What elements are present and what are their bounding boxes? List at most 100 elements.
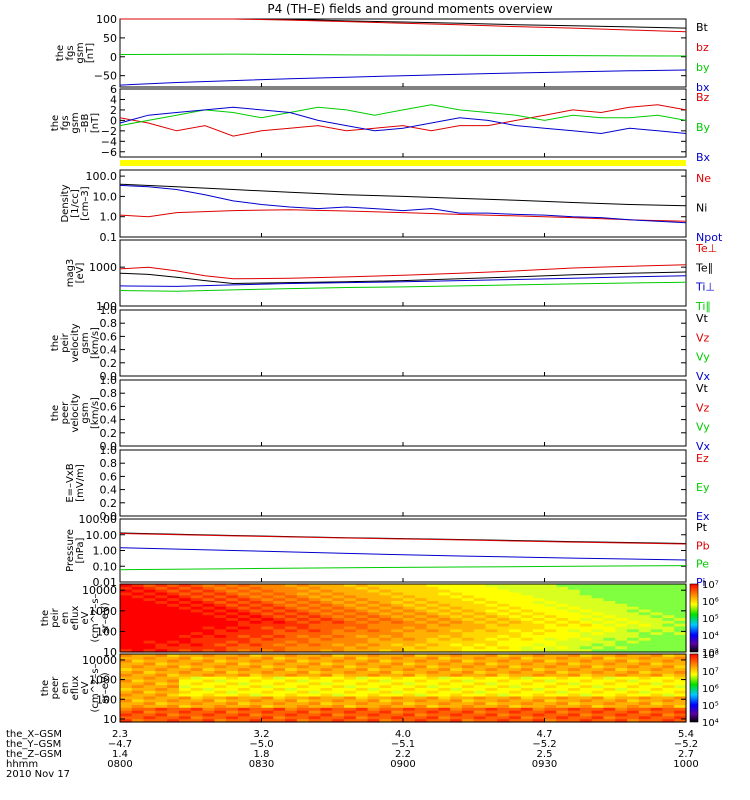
colorbar [689, 583, 699, 653]
heatmap-cell [461, 719, 475, 723]
heatmap-cell [261, 592, 274, 596]
heatmap-cell [615, 637, 628, 642]
heatmap-cell [273, 659, 286, 664]
heatmap-cell [403, 609, 416, 613]
heatmap-cell [520, 635, 534, 639]
heatmap-cell [497, 584, 510, 588]
heatmap-cell [579, 685, 593, 689]
heatmap-cell [273, 668, 286, 672]
heatmap-cell [674, 629, 687, 633]
heatmap-cell [131, 618, 145, 622]
heatmap-cell [568, 649, 581, 653]
heatmap-cell [131, 696, 145, 700]
heatmap-cell [579, 643, 593, 647]
heatmap-cell [650, 623, 664, 628]
heatmap-cell [426, 693, 439, 698]
heatmap-cell [285, 635, 298, 639]
heatmap-cell [450, 719, 463, 723]
heatmap-cell [603, 710, 616, 715]
heatmap-cell [674, 618, 687, 622]
heatmap-cell [131, 671, 145, 675]
heatmap-cell [143, 716, 156, 720]
heatmap-cell [509, 609, 522, 613]
heatmap-cell [143, 705, 156, 709]
heatmap-cell [131, 713, 145, 717]
heatmap-cell [167, 654, 180, 658]
heatmap-cell [426, 665, 439, 669]
heatmap-cell [579, 719, 593, 723]
heatmap-cell [308, 598, 322, 602]
heatmap-cell [556, 707, 569, 712]
heatmap-cell [579, 629, 593, 633]
legend-entry: Ti∥ [695, 300, 711, 313]
heatmap-cell [568, 586, 581, 591]
heatmap-cell [461, 679, 475, 683]
heatmap-cell [237, 716, 251, 720]
heatmap-cell [627, 693, 640, 698]
heatmap-cell [544, 635, 557, 639]
heatmap-cell [226, 620, 239, 625]
heatmap-cell [650, 693, 664, 698]
heatmap-cell [391, 586, 404, 591]
heatmap-cell [226, 640, 239, 645]
heatmap-cell [532, 632, 546, 636]
heatmap-cell [214, 606, 227, 611]
heatmap-cell [178, 679, 192, 683]
heatmap-cell [296, 595, 310, 599]
heatmap-cell [438, 673, 451, 678]
heatmap-cell [520, 601, 534, 605]
heatmap-cell [615, 629, 628, 633]
heatmap-cell [638, 643, 652, 647]
heatmap-cell [544, 629, 557, 633]
heatmap-cell [591, 635, 605, 639]
heatmap-cell [167, 598, 180, 602]
heatmap-cell [674, 595, 687, 599]
heatmap-cell [261, 615, 274, 619]
heatmap-cell [638, 716, 652, 720]
heatmap-cell [579, 601, 593, 605]
heatmap-cell [391, 693, 404, 698]
heatmap-cell [355, 643, 369, 647]
heatmap-cell [461, 620, 475, 625]
heatmap-cell [414, 676, 428, 681]
heatmap-cell [473, 649, 487, 653]
heatmap-cell [414, 584, 428, 588]
legend-entry: Npot [696, 231, 723, 244]
heatmap-cell [226, 598, 239, 602]
heatmap-cell [391, 696, 404, 700]
heatmap-cell [532, 626, 546, 630]
heatmap-cell [532, 662, 546, 666]
x-axis-row-label: the_X–GSM [6, 729, 62, 740]
heatmap-cell [120, 649, 133, 653]
heatmap-cell [615, 685, 628, 689]
heatmap-cell [591, 719, 605, 723]
heatmap-cell [627, 584, 640, 588]
heatmap-cell [379, 584, 392, 588]
heatmap-cell [485, 637, 498, 642]
heatmap-cell [202, 713, 215, 717]
heatmap-cell [579, 705, 593, 709]
heatmap-cell [591, 690, 605, 695]
heatmap-cell [568, 668, 581, 672]
heatmap-cell [202, 649, 215, 653]
heatmap-cell [579, 688, 593, 692]
legend-entry: Vy [696, 421, 710, 434]
heatmap-cell [627, 713, 640, 717]
heatmap-cell [367, 620, 381, 625]
heatmap-cell [591, 612, 605, 616]
heatmap-cell [615, 603, 628, 608]
heatmap-cell [237, 676, 251, 681]
heatmap-cell [320, 618, 333, 622]
heatmap-cell [332, 685, 345, 689]
heatmap-cell [273, 584, 286, 588]
heatmap-cell [143, 696, 156, 700]
heatmap-cell [556, 603, 569, 608]
heatmap-cell [603, 671, 616, 675]
heatmap-cell [627, 606, 640, 611]
heatmap-cell [131, 685, 145, 689]
heatmap-cell [155, 586, 168, 591]
heatmap-cell [579, 662, 593, 666]
panel-yellow-bar [120, 160, 686, 166]
heatmap-cell [579, 671, 593, 675]
heatmap-cell [461, 654, 475, 658]
